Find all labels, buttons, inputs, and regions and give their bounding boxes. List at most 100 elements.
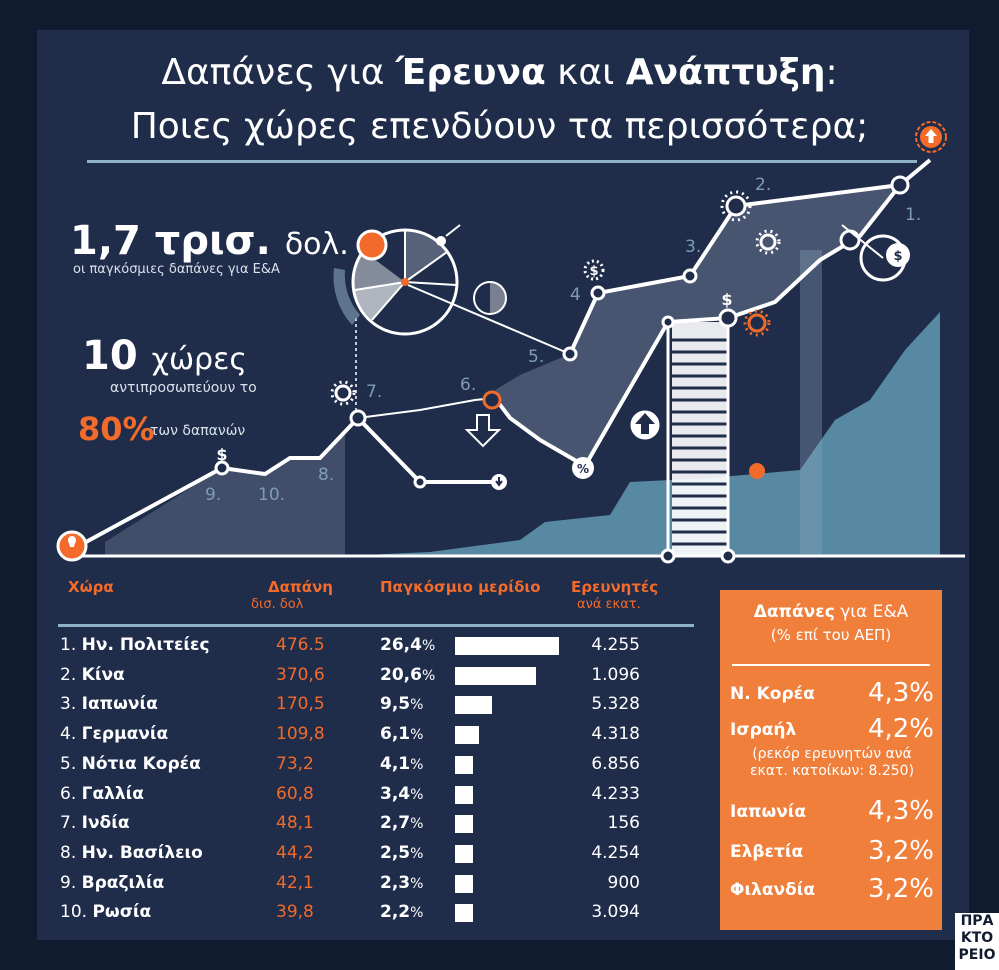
share-bar [455, 726, 480, 745]
share-value: 2,7% [380, 813, 424, 834]
gdp-row: Ιαπωνία 4,3% [730, 796, 934, 826]
dollar-gear-icon [583, 259, 605, 281]
share-bar [455, 874, 473, 893]
dollar-icon: $ [216, 445, 227, 464]
spend-value: 73,2 [276, 753, 314, 774]
share-value: 4,1% [380, 753, 424, 774]
col-header-researchers: Ερευνητές [571, 578, 659, 596]
share-value: 3,4% [380, 783, 424, 804]
growth-area [345, 312, 940, 556]
researchers-value: 156 [607, 813, 640, 834]
gdp-row: Φιλανδία 3,2% [730, 874, 934, 904]
gear-icon-orange [747, 313, 767, 333]
dollar-icon: $ [589, 264, 598, 279]
spend-value: 39,8 [276, 902, 314, 923]
share-bar [455, 755, 473, 774]
country-name: 8. Ην. Βασίλειο [60, 842, 203, 863]
country-name: 7. Ινδία [60, 813, 130, 834]
researchers-value: 3.094 [591, 902, 640, 923]
node-dash [413, 475, 427, 489]
pie-connector [407, 284, 571, 355]
node-base1 [660, 548, 676, 564]
gdp-box-title: Δαπάνες για Ε&Α [753, 602, 909, 622]
table-row: 5. Νότια Κορέα 73,2 4,1% 6.856 [0, 754, 700, 784]
countries-stat: 10 χώρες [82, 333, 247, 379]
down-arrow-icon [464, 414, 502, 448]
node-6 [482, 390, 502, 410]
share-value: 9,5% [380, 694, 424, 715]
dollar-icon: $ [893, 249, 902, 264]
gdp-box-note: (ρεκόρ ερευνητών ανά εκατ. κατοίκων: 8.2… [749, 746, 915, 779]
researchers-value: 4.318 [591, 724, 640, 745]
global-spend-caption: οι παγκόσμιες δαπάνες για Ε&Α [73, 262, 280, 277]
table-row: 3. Ιαπωνία 170,5 9,5% 5.328 [0, 694, 700, 724]
share-value: 2,2% [380, 902, 424, 923]
country-name: 3. Ιαπωνία [60, 694, 158, 715]
share-bar [455, 904, 473, 923]
table-row: 1. Ην. Πολιτείες 476.5 26,4% 4.255 [0, 635, 700, 665]
percent-icon [572, 457, 594, 479]
chart-rank-label: 10. [258, 485, 285, 505]
country-name: 9. Βραζιλία [60, 872, 165, 893]
gdp-box-subtitle: (% επί του ΑΕΠ) [770, 626, 892, 644]
node-mid [839, 229, 861, 251]
share-bar [455, 666, 537, 685]
share-stat: 80% [78, 410, 155, 448]
publisher-logo: ΠΡΑ ΚΤΟ ΡΕΙΟ [955, 913, 999, 970]
share-bar [455, 815, 473, 834]
table-row: 8. Ην. Βασίλειο 44,2 2,5% 4.254 [0, 843, 700, 873]
country-name: 4. Γερμανία [60, 724, 169, 745]
spend-value: 44,2 [276, 842, 314, 863]
chart-rank-label: 1. [905, 205, 921, 225]
table-row: 7. Ινδία 48,1 2,7% 156 [0, 813, 700, 843]
share-value: 2,5% [380, 842, 424, 863]
researchers-value: 900 [607, 872, 640, 893]
countries-caption: αντιπροσωπεύουν το [110, 380, 257, 396]
node-1 [890, 175, 910, 195]
chart-rank-label: 8. [318, 465, 334, 485]
country-name: 1. Ην. Πολιτείες [60, 635, 210, 655]
title-line-1: Δαπάνες για Έρευνα και Ανάπτυξη: [161, 52, 838, 93]
researchers-value: 6.856 [591, 753, 640, 774]
node-3 [682, 268, 698, 284]
node-b2 [718, 308, 738, 328]
bulb-glyph [68, 536, 76, 547]
node-2 [725, 195, 747, 217]
chart-rank-label: 4 [570, 285, 581, 305]
researchers-value: 4.255 [591, 635, 640, 655]
share-value: 26,4% [380, 635, 436, 655]
spend-value: 109,8 [276, 724, 325, 745]
node-5 [562, 346, 578, 362]
orange-dot [749, 463, 765, 479]
spend-value: 170,5 [276, 694, 325, 715]
small-pie-icon [473, 281, 507, 315]
chart-rank-label: 5. [528, 347, 544, 367]
share-bar [455, 785, 473, 804]
chart-rank-label: 7. [366, 382, 382, 402]
chart-rank-label: 2. [755, 175, 771, 195]
table-row: 2. Κίνα 370,6 20,6% 1.096 [0, 665, 700, 695]
researchers-value: 5.328 [591, 694, 640, 715]
node-base2 [720, 548, 736, 564]
gdp-row: Ν. Κορέα 4,3% [730, 678, 934, 708]
table-divider [58, 624, 694, 627]
share-caption: των δαπανών [150, 423, 246, 439]
share-bar [455, 844, 473, 863]
country-name: 2. Κίνα [60, 664, 125, 685]
col-header-spend: Δαπάνη [268, 578, 333, 596]
col-header-share: Παγκόσμιο μερίδιο [380, 578, 541, 596]
spend-value: 60,8 [276, 783, 314, 804]
chart-rank-label: 6. [460, 375, 476, 395]
spend-value: 42,1 [276, 872, 314, 893]
gdp-share-box: Δαπάνες για Ε&Α (% επί του ΑΕΠ) Ν. Κορέα… [720, 590, 942, 930]
researchers-value: 4.254 [591, 842, 640, 863]
radial-diagram-icon [333, 224, 461, 336]
col-unit-researchers: ανά εκατ. [577, 597, 641, 612]
node-10 [214, 460, 230, 476]
decorative-chart: $ $ $ $ % 1. 2. 3. 4 5. 6. 7. 8. 9. 10. [56, 121, 965, 564]
share-value: 20,6% [380, 664, 436, 685]
spend-value: 48,1 [276, 813, 314, 834]
share-bar [455, 696, 493, 715]
country-name: 10. Ρωσία [60, 902, 152, 923]
dash-1 [357, 417, 421, 483]
